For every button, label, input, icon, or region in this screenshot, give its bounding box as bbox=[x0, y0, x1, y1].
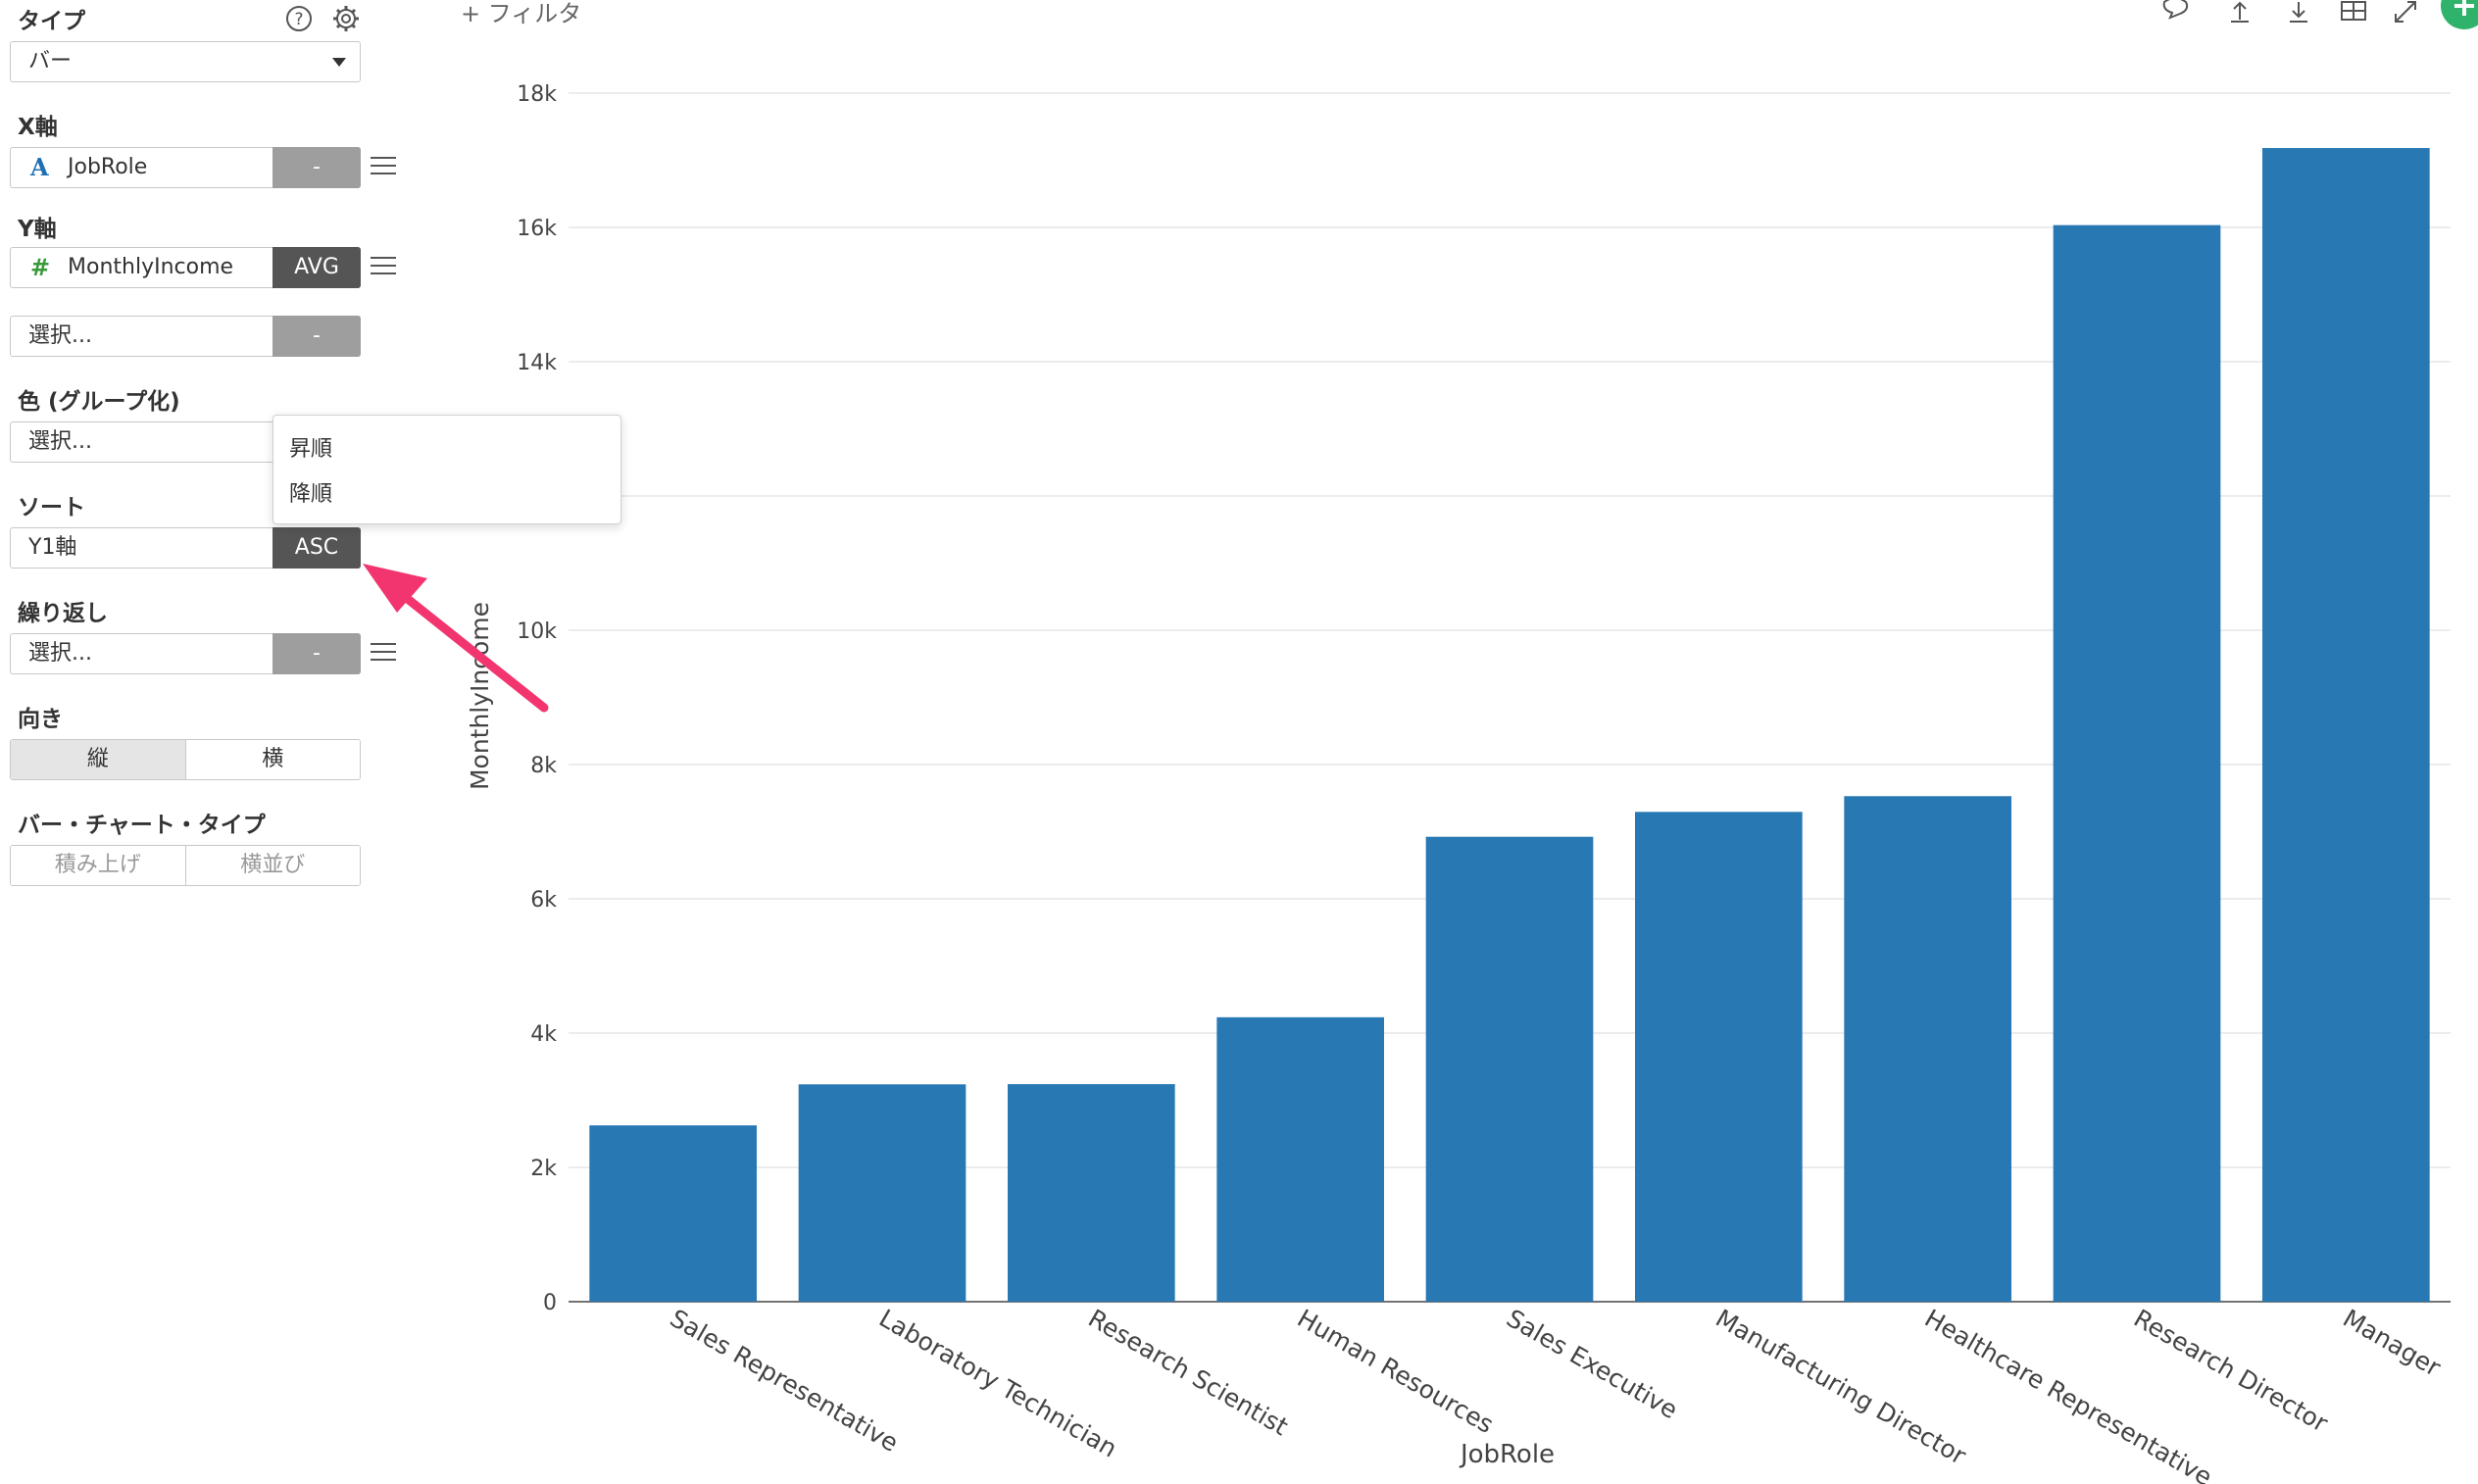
x-axis-menu-icon[interactable] bbox=[371, 157, 396, 176]
orientation-label: 向き bbox=[18, 707, 63, 732]
help-icon[interactable]: ? bbox=[284, 4, 314, 33]
download-icon[interactable] bbox=[2284, 0, 2313, 24]
x-tick-label: Sales Representative bbox=[666, 1304, 904, 1458]
y2-axis-field[interactable]: 選択... - bbox=[10, 316, 361, 357]
sort-desc-option[interactable]: 降順 bbox=[289, 482, 333, 507]
number-type-icon: # bbox=[30, 254, 51, 281]
bar[interactable] bbox=[1425, 836, 1594, 1302]
sort-order-button[interactable]: ASC bbox=[273, 527, 361, 569]
bar[interactable] bbox=[2262, 148, 2430, 1303]
gear-icon[interactable] bbox=[331, 4, 361, 33]
bar-type-toggle: 積み上げ 横並び bbox=[10, 845, 361, 886]
x-tick-label: Sales Executive bbox=[1502, 1304, 1682, 1424]
table-icon[interactable] bbox=[2339, 0, 2368, 24]
y2-axis-placeholder: 選択... bbox=[28, 323, 92, 348]
repeat-placeholder: 選択... bbox=[28, 641, 92, 666]
sort-label: ソート bbox=[18, 495, 85, 520]
bar[interactable] bbox=[1635, 812, 1803, 1302]
repeat-menu-icon[interactable] bbox=[371, 643, 396, 663]
sort-field[interactable]: Y1軸 ASC bbox=[10, 527, 361, 569]
x-tick-label: Human Resources bbox=[1293, 1304, 1499, 1439]
repeat-label: 繰り返し bbox=[18, 601, 108, 626]
y-axis-field[interactable]: # MonthlyIncome AVG bbox=[10, 247, 361, 288]
y-axis-aggregate-button[interactable]: AVG bbox=[273, 247, 361, 288]
bar-type-label: バー・チャート・タイプ bbox=[18, 813, 266, 838]
y-tick-label: 0 bbox=[543, 1291, 557, 1315]
y-axis-title: MonthlyIncome bbox=[466, 602, 494, 790]
bar-type-grouped-option[interactable]: 横並び bbox=[184, 846, 360, 885]
repeat-aggregate-button[interactable]: - bbox=[273, 633, 361, 674]
y-tick-label: 16k bbox=[517, 217, 557, 241]
add-filter-button[interactable]: + フィルタ bbox=[461, 0, 582, 27]
chart-type-value: バー bbox=[28, 49, 73, 74]
upload-icon[interactable] bbox=[2225, 0, 2255, 24]
chevron-down-icon bbox=[332, 58, 346, 67]
bar-type-stacked-option[interactable]: 積み上げ bbox=[11, 846, 185, 885]
text-type-icon: A bbox=[30, 153, 49, 181]
y-tick-label: 18k bbox=[517, 82, 557, 107]
bar[interactable] bbox=[589, 1125, 757, 1302]
color-group-label: 色 (グループ化) bbox=[18, 389, 180, 415]
sort-value: Y1軸 bbox=[28, 535, 77, 560]
y-tick-label: 4k bbox=[530, 1022, 557, 1047]
sort-asc-option[interactable]: 昇順 bbox=[289, 437, 333, 462]
add-circle-icon[interactable] bbox=[2439, 0, 2478, 33]
orientation-horizontal-option[interactable]: 横 bbox=[184, 740, 360, 779]
y-axis-menu-icon[interactable] bbox=[371, 257, 396, 276]
y-axis-value: MonthlyIncome bbox=[68, 255, 234, 279]
x-axis-title: JobRole bbox=[1459, 1440, 1555, 1469]
bar[interactable] bbox=[2053, 224, 2221, 1302]
y-tick-label: 2k bbox=[530, 1157, 557, 1181]
chart-type-select[interactable]: バー bbox=[10, 41, 361, 82]
color-group-placeholder: 選択... bbox=[28, 429, 92, 454]
comment-icon[interactable] bbox=[2160, 0, 2190, 22]
bar[interactable] bbox=[1216, 1016, 1384, 1302]
y-tick-label: 14k bbox=[517, 351, 557, 375]
x-axis-field[interactable]: A JobRole - bbox=[10, 147, 361, 188]
x-axis-aggregate-button[interactable]: - bbox=[273, 147, 361, 188]
svg-text:?: ? bbox=[294, 10, 303, 29]
orientation-toggle: 縦 横 bbox=[10, 739, 361, 780]
bar[interactable] bbox=[1008, 1084, 1175, 1302]
expand-icon[interactable] bbox=[2392, 0, 2421, 24]
y-tick-label: 10k bbox=[517, 619, 557, 644]
x-tick-label: Manager bbox=[2338, 1304, 2446, 1382]
x-tick-label: Research Scientist bbox=[1083, 1304, 1293, 1441]
repeat-field[interactable]: 選択... - bbox=[10, 633, 361, 674]
sort-order-menu: 昇順 降順 bbox=[273, 415, 621, 524]
bar[interactable] bbox=[1844, 796, 2011, 1302]
annotation-arrow bbox=[363, 564, 549, 713]
y2-axis-aggregate-button[interactable]: - bbox=[273, 316, 361, 357]
y-axis-label: Y軸 bbox=[18, 217, 57, 242]
orientation-vertical-option[interactable]: 縦 bbox=[11, 740, 185, 779]
type-label: タイプ bbox=[18, 9, 85, 34]
x-tick-label: Research Director bbox=[2129, 1304, 2333, 1438]
y-tick-label: 8k bbox=[530, 754, 557, 778]
y-tick-label: 6k bbox=[530, 888, 557, 913]
x-axis-label: X軸 bbox=[18, 115, 58, 140]
bar[interactable] bbox=[798, 1084, 966, 1302]
x-axis-value: JobRole bbox=[68, 155, 148, 179]
